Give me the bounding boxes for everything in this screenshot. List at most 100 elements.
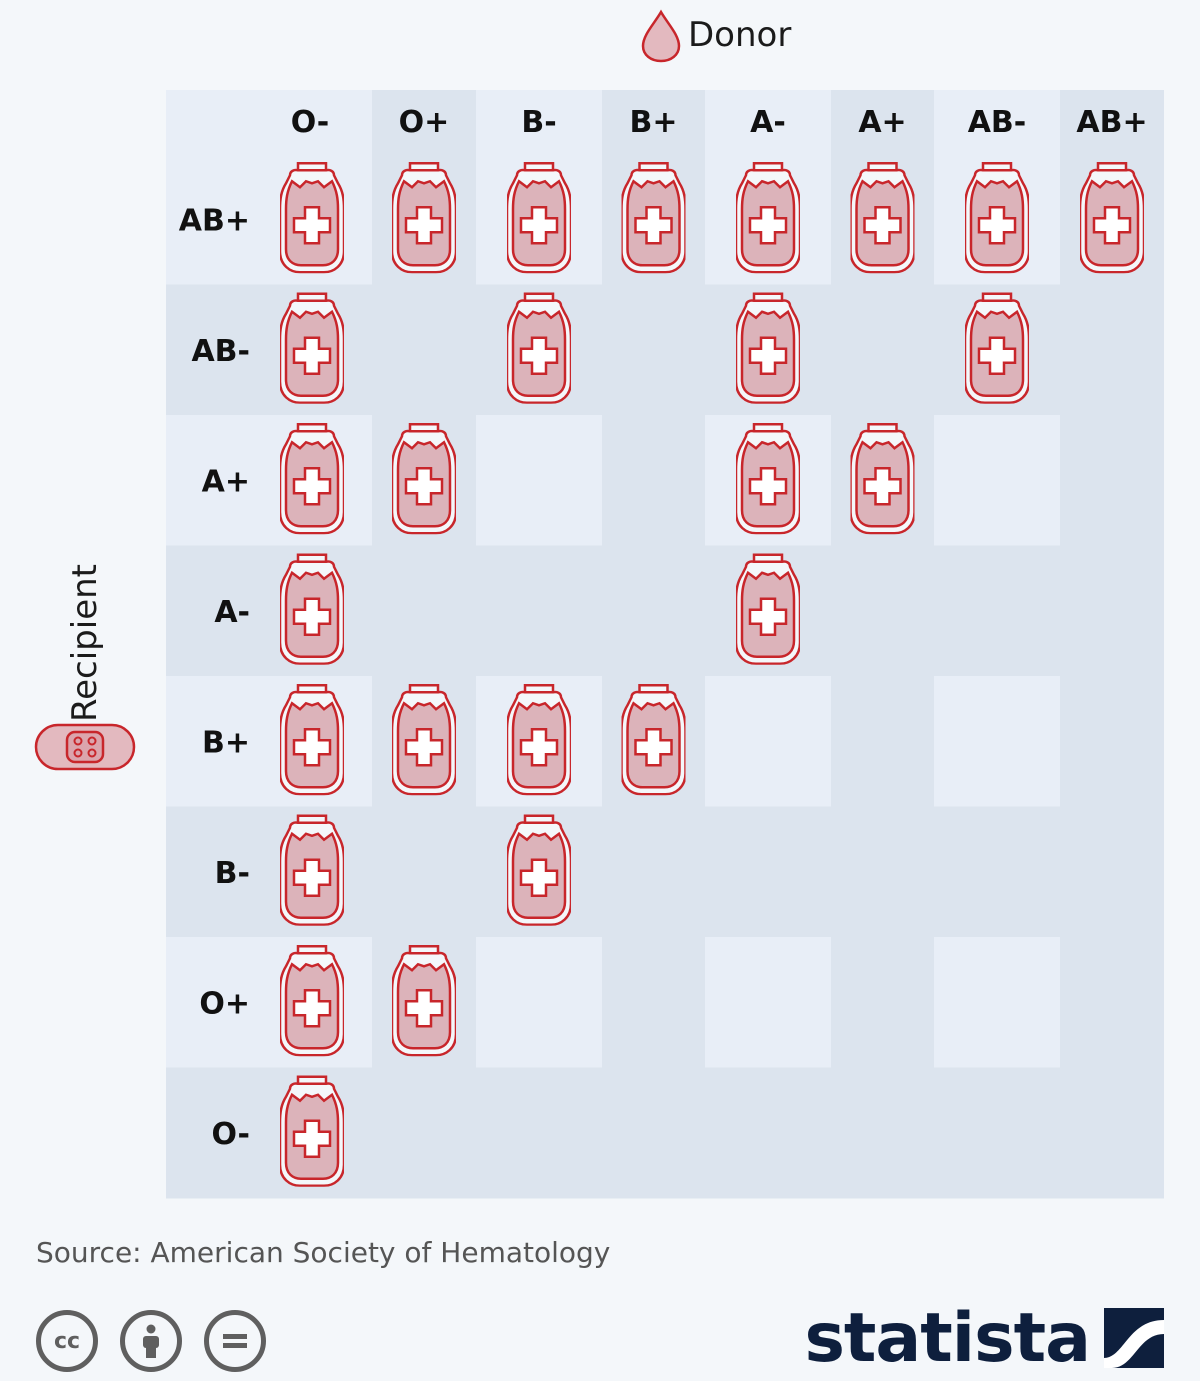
column-label: AB- <box>968 105 1027 140</box>
column-label: AB+ <box>1076 105 1147 140</box>
row-label: A- <box>214 595 250 630</box>
recipient-axis-title: Recipient <box>34 564 136 771</box>
cc-icon[interactable]: cc <box>36 1310 98 1372</box>
blood-bag-icon <box>621 162 686 274</box>
grid-cell <box>705 676 831 807</box>
column-label: B+ <box>629 105 677 140</box>
grid-cell-header <box>705 90 831 154</box>
no-derivatives-icon[interactable] <box>204 1310 266 1372</box>
blood-bag-icon <box>965 162 1029 274</box>
blood-bag-icon <box>280 684 344 796</box>
grid-cell <box>1060 1067 1164 1199</box>
grid-cell <box>934 545 1060 677</box>
blood-bag-icon <box>621 684 686 796</box>
grid-cell <box>602 1067 705 1199</box>
grid-cell <box>372 284 476 416</box>
blood-bag-icon <box>1080 162 1144 274</box>
source-note: Source: American Society of Hematology <box>36 1236 611 1269</box>
grid-cell <box>372 806 476 938</box>
blood-bag-icon <box>280 945 344 1057</box>
blood-bag-icon <box>392 423 456 535</box>
row-label: B- <box>215 856 250 891</box>
grid-cell-header <box>166 90 372 154</box>
grid-cell <box>476 937 602 1068</box>
row-label: O- <box>211 1117 250 1152</box>
blood-bag-icon <box>280 292 344 404</box>
grid-cell <box>1060 545 1164 677</box>
grid-cell <box>831 937 934 1068</box>
license-icons: cc <box>36 1310 266 1372</box>
grid-cell <box>602 415 705 546</box>
grid-cell <box>831 284 934 416</box>
blood-bag-icon <box>850 423 915 535</box>
grid-cell <box>934 806 1060 938</box>
grid-cell <box>372 1067 476 1199</box>
grid-cell <box>1060 937 1164 1068</box>
grid-cell <box>602 806 705 938</box>
blood-bag-icon <box>507 292 571 404</box>
blood-bag-icon <box>507 684 571 796</box>
grid-cell-header <box>831 90 934 154</box>
grid-cell <box>1060 284 1164 416</box>
grid-cell <box>1060 806 1164 938</box>
grid-cell <box>934 415 1060 546</box>
grid-cell-header <box>602 90 705 154</box>
blood-bag-icon <box>850 162 915 274</box>
grid-cell <box>934 676 1060 807</box>
statista-mark-icon <box>1104 1308 1164 1368</box>
row-label: AB+ <box>179 203 250 238</box>
grid-cell <box>831 676 934 807</box>
grid-cell <box>602 284 705 416</box>
blood-bag-icon <box>736 292 800 404</box>
statista-logo[interactable]: statista <box>804 1299 1164 1378</box>
row-label: B+ <box>202 725 250 760</box>
grid-cell-header <box>476 90 602 154</box>
blood-bag-icon <box>392 162 456 274</box>
blood-bag-icon <box>507 162 571 274</box>
column-label: O+ <box>399 105 450 140</box>
grid-cell <box>831 545 934 677</box>
blood-bag-icon <box>736 423 800 535</box>
grid-cell <box>602 937 705 1068</box>
equals-glyph <box>223 1334 247 1348</box>
grid-cell <box>705 937 831 1068</box>
blood-bag-icon <box>280 162 344 274</box>
grid-cell-header <box>1060 90 1164 154</box>
blood-bag-icon <box>392 945 456 1057</box>
grid-cell <box>705 1067 831 1199</box>
recipient-label: Recipient <box>65 564 105 722</box>
grid-cell <box>831 806 934 938</box>
grid-cell <box>934 1067 1060 1199</box>
grid-cell <box>831 1067 934 1199</box>
grid-cell <box>476 545 602 677</box>
grid-cell <box>934 937 1060 1068</box>
blood-bag-icon <box>280 1075 344 1187</box>
column-label: A+ <box>858 105 906 140</box>
blood-bag-icon <box>280 814 344 926</box>
grid-cell <box>1060 676 1164 807</box>
column-label: B- <box>521 105 556 140</box>
donor-axis-title: Donor <box>641 9 791 63</box>
blood-bag-icon <box>280 553 344 665</box>
blood-bag-icon <box>507 814 571 926</box>
bandage-icon <box>34 723 136 771</box>
column-label: A- <box>750 105 786 140</box>
blood-drop-icon <box>641 9 681 63</box>
blood-bag-icon <box>965 292 1029 404</box>
grid-cell-header <box>372 90 476 154</box>
grid-cell <box>1060 415 1164 546</box>
grid-cell-header <box>934 90 1060 154</box>
grid-cell <box>705 806 831 938</box>
blood-bag-icon <box>736 162 800 274</box>
attribution-icon[interactable] <box>120 1310 182 1372</box>
row-label: O+ <box>199 986 250 1021</box>
row-label: A+ <box>202 464 250 499</box>
blood-bag-icon <box>736 553 800 665</box>
grid-cell <box>602 545 705 677</box>
row-label: AB- <box>191 334 250 369</box>
person-glyph <box>143 1324 159 1358</box>
grid-cell <box>476 1067 602 1199</box>
column-label: O- <box>291 105 330 140</box>
blood-bag-icon <box>392 684 456 796</box>
donor-label: Donor <box>688 15 791 55</box>
